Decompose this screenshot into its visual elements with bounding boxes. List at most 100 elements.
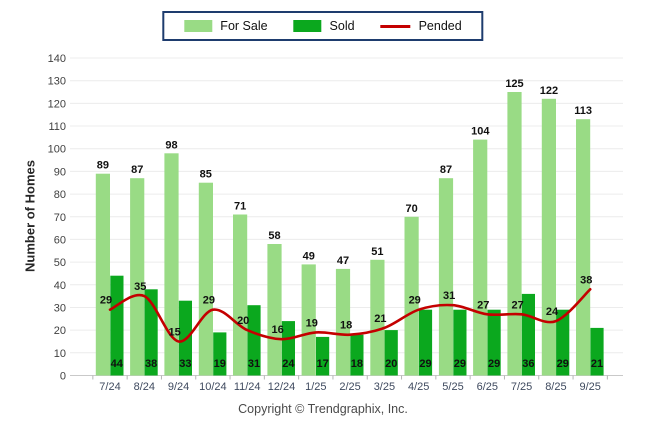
for-sale-value-label: 98 <box>165 139 177 151</box>
y-tick-label: 50 <box>54 257 66 269</box>
bar-for-sale <box>130 178 145 376</box>
sold-value-label: 29 <box>488 358 500 370</box>
x-axis-label: 2/25 <box>339 381 360 393</box>
x-axis-label: 8/24 <box>134 381 155 393</box>
legend-label-pended: Pended <box>418 19 462 33</box>
pended-value-label: 18 <box>340 320 352 332</box>
for-sale-value-label: 85 <box>200 169 212 181</box>
sold-swatch-icon <box>293 20 322 32</box>
for-sale-value-label: 125 <box>505 78 523 90</box>
for-sale-value-label: 104 <box>471 126 490 138</box>
for-sale-value-label: 113 <box>574 105 592 117</box>
bar-for-sale <box>95 173 110 376</box>
x-axis-label: 8/25 <box>545 381 566 393</box>
bar-sold <box>418 309 433 376</box>
bar-sold <box>556 309 570 376</box>
for-sale-value-label: 122 <box>540 85 558 97</box>
bar-for-sale <box>507 92 522 376</box>
bar-sold <box>590 327 604 376</box>
bar-for-sale <box>404 216 419 376</box>
x-axis-label: 11/24 <box>234 381 261 393</box>
bar-sold <box>144 289 158 376</box>
sold-value-label: 29 <box>454 358 466 370</box>
for-sale-value-label: 49 <box>303 250 315 262</box>
for-sale-value-label: 71 <box>234 201 246 213</box>
bar-for-sale <box>164 153 179 376</box>
sold-value-label: 44 <box>111 358 124 370</box>
pended-value-label: 35 <box>134 281 146 293</box>
y-tick-label: 60 <box>54 234 66 246</box>
bar-sold <box>384 330 398 376</box>
sold-value-label: 17 <box>316 358 328 370</box>
pended-value-label: 24 <box>546 306 559 318</box>
for-sale-value-label: 89 <box>97 160 109 172</box>
copyright-text: Copyright © Trendgraphix, Inc. <box>238 402 408 416</box>
pended-value-label: 31 <box>443 290 455 302</box>
y-tick-label: 30 <box>54 303 66 315</box>
bar-for-sale <box>301 264 316 376</box>
for-sale-value-label: 87 <box>440 164 452 176</box>
x-axis-label: 9/25 <box>579 381 600 393</box>
legend-label-for-sale: For Sale <box>220 19 268 33</box>
bar-for-sale <box>267 244 282 376</box>
sold-value-label: 24 <box>282 358 295 370</box>
pended-value-label: 29 <box>203 295 215 307</box>
legend-item-sold: Sold <box>293 19 355 33</box>
bar-for-sale <box>198 182 213 376</box>
sold-value-label: 31 <box>248 358 260 370</box>
y-tick-label: 140 <box>48 53 66 65</box>
bar-sold <box>350 334 364 376</box>
bar-for-sale <box>335 268 351 376</box>
bar-sold <box>487 309 501 376</box>
sold-value-label: 19 <box>214 358 226 370</box>
sold-value-label: 18 <box>351 358 363 370</box>
pended-value-label: 15 <box>168 327 180 339</box>
for-sale-value-label: 51 <box>371 246 383 258</box>
pended-value-label: 19 <box>306 317 318 329</box>
pended-value-label: 29 <box>409 295 421 307</box>
bar-for-sale <box>473 139 488 376</box>
y-tick-label: 10 <box>54 348 66 360</box>
pended-value-label: 27 <box>477 299 489 311</box>
pended-line-swatch-icon <box>380 24 411 28</box>
pended-value-label: 27 <box>511 299 523 311</box>
sold-value-label: 33 <box>179 358 191 370</box>
y-tick-label: 0 <box>60 371 66 383</box>
bar-sold <box>453 309 467 376</box>
chart-legend: For Sale Sold Pended <box>162 11 484 41</box>
bar-sold <box>316 336 330 376</box>
sold-value-label: 38 <box>145 358 157 370</box>
legend-item-for-sale: For Sale <box>184 19 268 33</box>
pended-value-label: 38 <box>580 274 592 286</box>
sold-value-label: 21 <box>591 358 603 370</box>
y-tick-label: 40 <box>54 280 66 292</box>
y-tick-label: 120 <box>48 98 66 110</box>
y-tick-label: 80 <box>54 189 66 201</box>
y-tick-label: 110 <box>48 121 66 133</box>
pended-value-label: 29 <box>100 295 112 307</box>
sold-value-label: 29 <box>419 358 431 370</box>
for-sale-value-label: 70 <box>405 203 417 215</box>
legend-label-sold: Sold <box>329 19 355 33</box>
x-axis-label: 7/24 <box>99 381 120 393</box>
x-axis-label: 5/25 <box>442 381 463 393</box>
x-axis-label: 6/25 <box>477 381 498 393</box>
x-axis-label: 12/24 <box>268 381 296 393</box>
x-axis-label: 7/25 <box>511 381 532 393</box>
x-axis-label: 10/24 <box>199 381 227 393</box>
pended-value-label: 16 <box>271 324 283 336</box>
sold-value-label: 29 <box>557 358 569 370</box>
y-tick-label: 70 <box>54 212 66 224</box>
y-tick-label: 20 <box>54 325 66 337</box>
bar-sold <box>281 321 295 376</box>
x-axis-label: 4/25 <box>408 381 429 393</box>
bar-for-sale <box>370 259 385 376</box>
bar-sold <box>247 305 261 376</box>
bar-for-sale <box>233 214 248 376</box>
sold-value-label: 36 <box>522 358 534 370</box>
x-axis-label: 3/25 <box>374 381 395 393</box>
pended-value-label: 20 <box>237 315 249 327</box>
x-axis-label: 1/25 <box>305 381 326 393</box>
bar-for-sale <box>541 98 556 376</box>
